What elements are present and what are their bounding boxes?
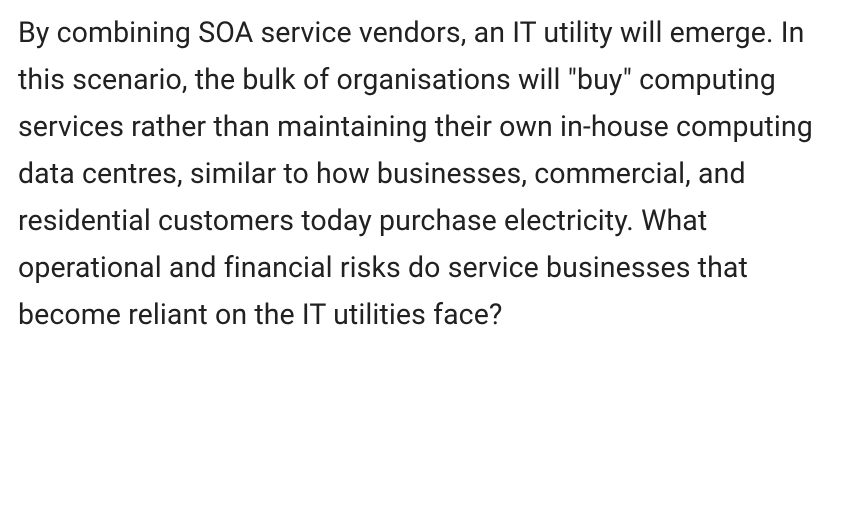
question-paragraph: By combining SOA service vendors, an IT … [0, 0, 846, 338]
